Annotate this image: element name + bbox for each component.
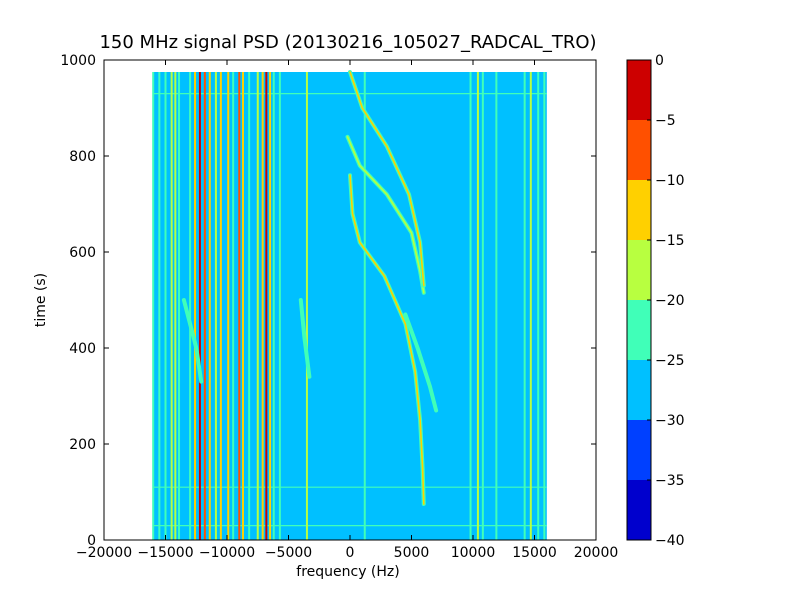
x-axis: −20000 −15000 −10000 −5000 0 5000 10000 15000 20… <box>76 60 618 561</box>
plot-area <box>152 70 547 540</box>
colorbar-tick-label: −20 <box>655 293 685 309</box>
psd-track <box>404 313 437 412</box>
x-axis-label: frequency (Hz) <box>296 564 399 580</box>
x-tick-label: 0 <box>346 545 355 561</box>
colorbar <box>627 60 651 540</box>
y-tick-label: 1000 <box>60 53 96 69</box>
y-tick-label: 800 <box>69 149 96 165</box>
psd-background <box>153 72 547 540</box>
colorbar-tick-label: −25 <box>655 353 685 369</box>
colorbar-segment <box>627 300 651 360</box>
chart-title: 150 MHz signal PSD (20130216_105027_RADC… <box>99 32 596 53</box>
colorbar-tick-label: −35 <box>655 473 685 489</box>
x-tick-label: −5000 <box>265 545 312 561</box>
colorbar-axis: 0 −5 −10 −15 −20 −25 −30 −35 −40 <box>647 53 685 549</box>
colorbar-segment <box>627 240 651 300</box>
psd-track <box>299 299 311 378</box>
y-tick-label: 0 <box>87 533 96 549</box>
colorbar-segment <box>627 480 651 540</box>
y-tick-label: 600 <box>69 245 96 261</box>
y-axis: 0 200 400 600 800 1000 <box>60 53 596 549</box>
colorbar-segment <box>627 360 651 420</box>
x-tick-label: −15000 <box>137 545 193 561</box>
x-tick-label: −20000 <box>76 545 132 561</box>
colorbar-tick-label: −10 <box>655 173 685 189</box>
x-tick-label: −10000 <box>199 545 255 561</box>
colorbar-segment <box>627 60 651 120</box>
colorbar-segment <box>627 120 651 180</box>
psd-track <box>349 174 425 505</box>
colorbar-tick-label: −15 <box>655 233 685 249</box>
colorbar-tick-label: −40 <box>655 533 685 549</box>
colorbar-tick-label: −5 <box>655 113 676 129</box>
x-tick-label: 5000 <box>394 545 430 561</box>
x-tick-label: 15000 <box>512 545 557 561</box>
colorbar-segment <box>627 420 651 480</box>
y-tick-label: 400 <box>69 341 96 357</box>
x-tick-label: 20000 <box>574 545 619 561</box>
colorbar-tick-label: −30 <box>655 413 685 429</box>
psd-track <box>346 136 425 294</box>
psd-track <box>349 71 425 287</box>
psd-track <box>183 299 202 383</box>
y-tick-label: 200 <box>69 437 96 453</box>
y-axis-label: time (s) <box>33 273 49 327</box>
x-tick-label: 10000 <box>451 545 496 561</box>
colorbar-tick-label: 0 <box>655 53 664 69</box>
colorbar-segment <box>627 180 651 240</box>
